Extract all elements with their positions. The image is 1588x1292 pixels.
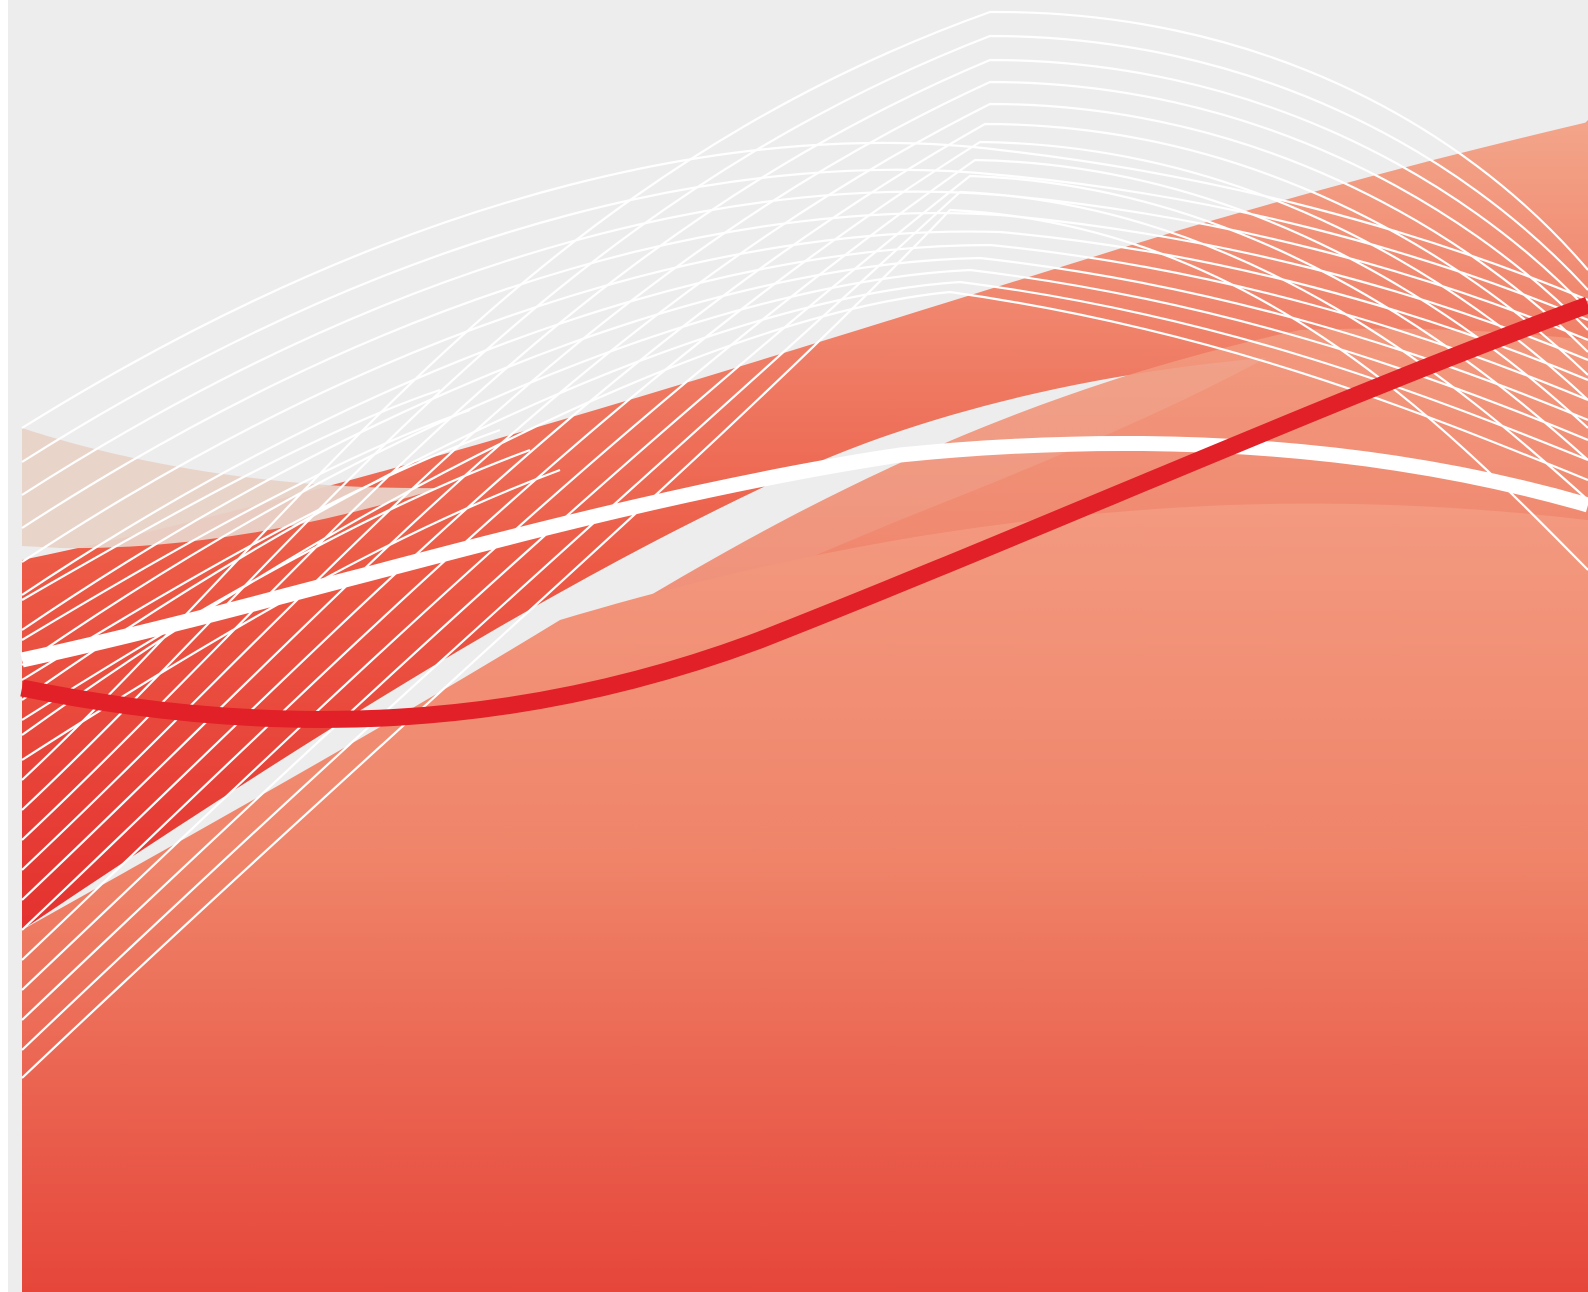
left-margin-strip	[0, 0, 8, 1292]
thick-white-ribbon	[20, 435, 1588, 668]
front-peach-wave	[22, 503, 1588, 1292]
accent-red-ribbon	[20, 297, 1588, 728]
beige-overlay	[22, 428, 440, 549]
middle-peach-wave	[380, 328, 1588, 760]
rear-red-wave-top	[22, 122, 1588, 930]
